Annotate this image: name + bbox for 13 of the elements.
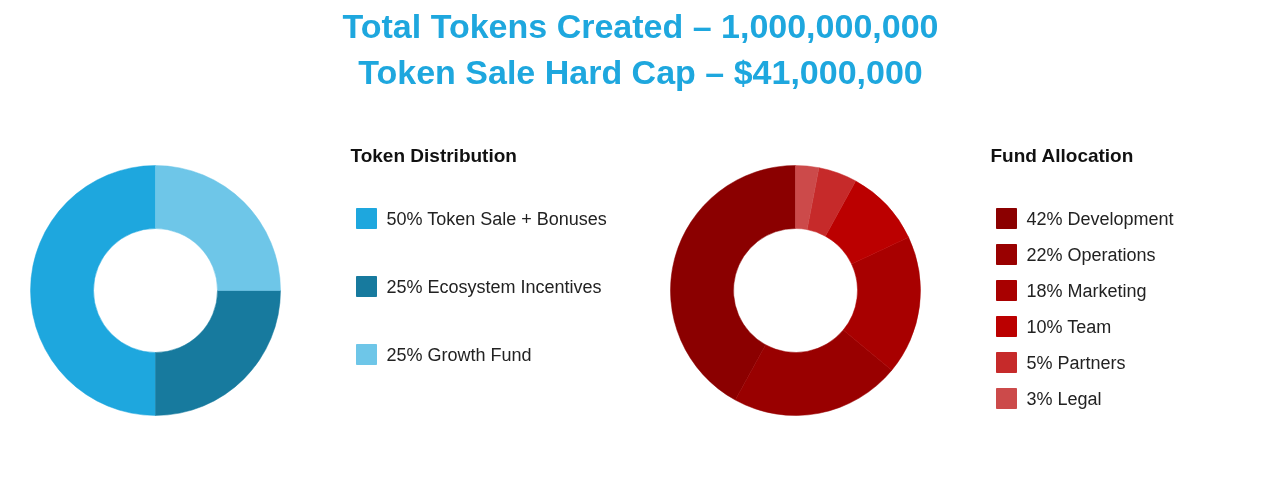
legend-label: 18% Marketing	[1026, 280, 1147, 301]
legend-label: 42% Development	[1026, 208, 1174, 229]
legend-label: 3% Legal	[1026, 388, 1102, 409]
legend-label: 25% Growth Fund	[386, 344, 532, 365]
legend-label: 25% Ecosystem Incentives	[386, 276, 602, 297]
legend-label: 5% Partners	[1026, 352, 1126, 373]
legend-label: 10% Team	[1026, 316, 1112, 337]
text: Total Tokens Created – 1,000,000,000	[342, 6, 939, 45]
chart-title: Token Distribution	[350, 145, 517, 166]
legend-label: 50% Token Sale + Bonuses	[386, 208, 607, 229]
text: Token Sale Hard Cap – $41,000,000	[358, 52, 923, 91]
legend-label: 22% Operations	[1026, 244, 1156, 265]
chart-title: Fund Allocation	[990, 145, 1134, 166]
